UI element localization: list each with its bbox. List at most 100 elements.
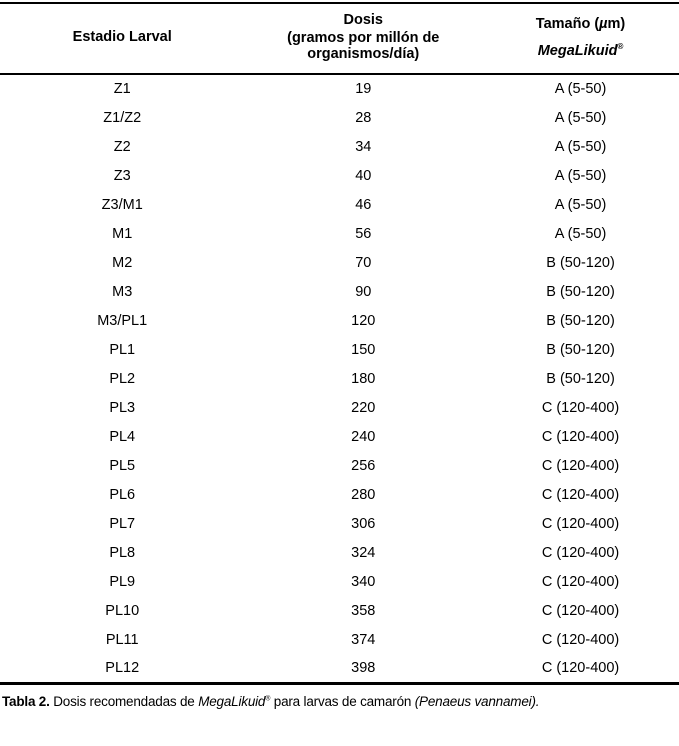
cell-size: A (5-50) — [554, 196, 607, 213]
table-row: PL3 220 C (120-400) — [0, 393, 679, 422]
cell-dose: 180 — [351, 370, 376, 387]
cell-dose: 34 — [355, 138, 372, 155]
cell-size: A (5-50) — [554, 81, 607, 97]
cell-dose: 150 — [351, 341, 376, 358]
table-row: Z2 34 A (5-50) — [0, 132, 679, 161]
header-estadio-larval: Estadio Larval — [0, 3, 244, 74]
table-row: PL9 340 C (120-400) — [0, 567, 679, 596]
mu-symbol: µ — [599, 15, 608, 32]
cell-size: B (50-120) — [546, 283, 615, 300]
table-row: Z3 40 A (5-50) — [0, 161, 679, 190]
dosage-table: Estadio Larval Dosis (gramos por millón … — [0, 2, 679, 685]
table-row: M3 90 B (50-120) — [0, 277, 679, 306]
caption-label: Tabla 2. — [2, 693, 50, 709]
cell-size: A (5-50) — [554, 225, 607, 242]
cell-stage: PL8 — [109, 544, 136, 561]
cell-dose: 56 — [355, 225, 372, 242]
table-row: PL4 240 C (120-400) — [0, 422, 679, 451]
cell-stage: PL11 — [105, 631, 139, 648]
cell-size: C (120-400) — [541, 631, 620, 648]
table-row: PL8 324 C (120-400) — [0, 538, 679, 567]
cell-stage: PL4 — [109, 428, 136, 445]
registered-mark-header: ® — [617, 41, 624, 51]
cell-dose: 28 — [355, 109, 372, 126]
cell-stage: M1 — [112, 225, 133, 242]
cell-size: B (50-120) — [546, 370, 615, 387]
cell-dose: 70 — [355, 254, 372, 271]
table-body: Z1 19 A (5-50) Z1/Z2 28 A (5-50) Z2 34 A… — [0, 74, 679, 683]
cell-dose: 340 — [351, 573, 376, 590]
cell-stage: Z3 — [113, 167, 131, 184]
table-row: M3/PL1 120 B (50-120) — [0, 306, 679, 335]
header-dosis: Dosis (gramos por millón de organismos/d… — [244, 3, 482, 74]
cell-stage: PL6 — [109, 486, 136, 503]
cell-stage: PL10 — [105, 602, 140, 619]
cell-stage: M3 — [112, 283, 133, 300]
header-estadio-larval-label: Estadio Larval — [72, 29, 172, 46]
cell-dose: 306 — [351, 515, 376, 532]
cell-dose: 324 — [351, 544, 376, 561]
cell-stage: PL3 — [109, 399, 136, 416]
cell-stage: Z2 — [113, 138, 131, 155]
table-row: PL12 398 C (120-400) — [0, 654, 679, 683]
cell-dose: 19 — [355, 81, 372, 97]
cell-size: B (50-120) — [546, 312, 615, 329]
caption-text-2: para larvas de camarón — [273, 693, 412, 709]
header-dosis-title: Dosis — [343, 12, 384, 29]
cell-stage: PL9 — [109, 573, 136, 590]
cell-stage: PL5 — [109, 457, 136, 474]
header-tamano-post: m) — [607, 15, 626, 32]
cell-size: A (5-50) — [554, 167, 607, 184]
cell-size: A (5-50) — [554, 138, 607, 155]
caption-brand: MegaLikuid — [198, 693, 266, 709]
header-tamano-title: Tamaño (µm) — [482, 16, 679, 33]
cell-size: C (120-400) — [541, 457, 620, 474]
cell-stage: PL12 — [105, 659, 140, 676]
table-row: PL10 358 C (120-400) — [0, 596, 679, 625]
cell-stage: PL1 — [109, 341, 136, 358]
table-row: PL1 150 B (50-120) — [0, 335, 679, 364]
cell-size: B (50-120) — [546, 341, 615, 358]
brand-name: MegaLikuid — [537, 42, 618, 59]
cell-size: C (120-400) — [541, 573, 620, 590]
cell-size: B (50-120) — [546, 254, 615, 271]
table-row: PL6 280 C (120-400) — [0, 480, 679, 509]
cell-dose: 280 — [351, 486, 376, 503]
cell-size: C (120-400) — [541, 659, 620, 676]
registered-mark-caption: ® — [265, 695, 271, 702]
cell-stage: M2 — [112, 254, 133, 271]
cell-size: C (120-400) — [541, 602, 620, 619]
header-dosis-subtitle: (gramos por millón de organismos/día) — [287, 30, 440, 63]
cell-dose: 46 — [355, 196, 372, 213]
header-tamano-pre: Tamaño ( — [535, 15, 600, 32]
cell-stage: PL7 — [109, 515, 136, 532]
cell-dose: 398 — [351, 659, 376, 676]
table-row: M2 70 B (50-120) — [0, 248, 679, 277]
caption-species: (Penaeus vannamei). — [414, 693, 540, 709]
table-row: PL7 306 C (120-400) — [0, 509, 679, 538]
table-row: Z1 19 A (5-50) — [0, 74, 679, 103]
cell-dose: 358 — [351, 602, 376, 619]
cell-size: C (120-400) — [541, 428, 620, 445]
header-row: Estadio Larval Dosis (gramos por millón … — [0, 3, 679, 74]
table-row: M1 56 A (5-50) — [0, 219, 679, 248]
cell-dose: 90 — [355, 283, 372, 300]
cell-size: A (5-50) — [554, 109, 607, 126]
header-tamano: Tamaño (µm) MegaLikuid® — [482, 3, 679, 74]
cell-dose: 220 — [351, 399, 376, 416]
cell-dose: 256 — [351, 457, 376, 474]
cell-size: C (120-400) — [541, 486, 620, 503]
cell-dose: 40 — [355, 167, 372, 184]
table-row: Z1/Z2 28 A (5-50) — [0, 103, 679, 132]
cell-dose: 120 — [351, 312, 376, 329]
cell-dose: 240 — [351, 428, 376, 445]
table-row: PL11 374 C (120-400) — [0, 625, 679, 654]
cell-stage: Z1/Z2 — [103, 109, 142, 126]
table-caption: Tabla 2. Dosis recomendadas de MegaLikui… — [2, 694, 679, 710]
table-row: Z3/M1 46 A (5-50) — [0, 190, 679, 219]
table-row: PL5 256 C (120-400) — [0, 451, 679, 480]
table-header: Estadio Larval Dosis (gramos por millón … — [0, 3, 679, 74]
cell-size: C (120-400) — [541, 544, 620, 561]
table-row: PL2 180 B (50-120) — [0, 364, 679, 393]
cell-size: C (120-400) — [541, 515, 620, 532]
